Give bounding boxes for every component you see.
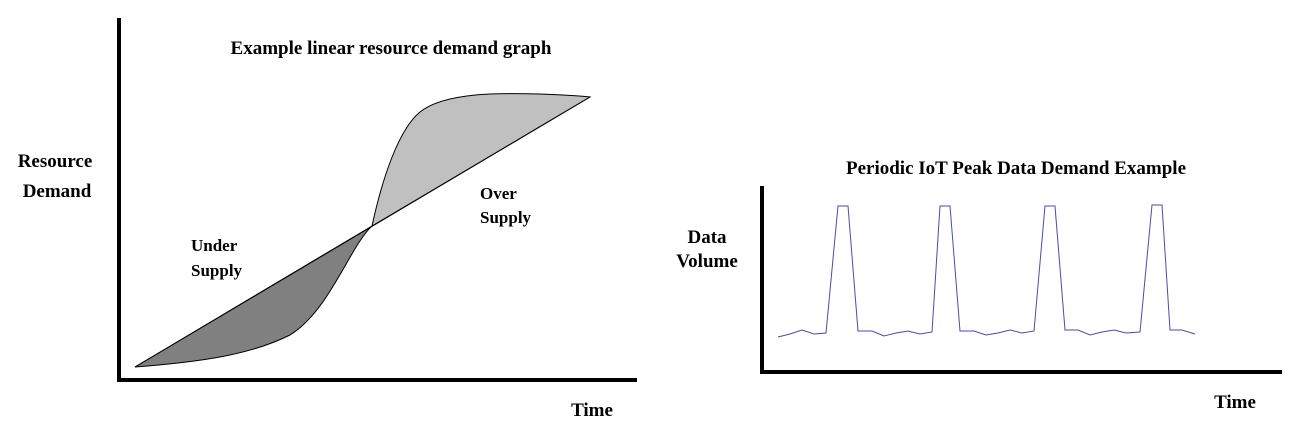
iot-data-line — [777, 204, 1196, 338]
left-y-axis — [117, 18, 121, 382]
under-supply-label-line1: Under — [191, 236, 238, 255]
left-y-label-line1: Resource — [18, 151, 93, 172]
right-y-label-line2: Volume — [676, 251, 738, 272]
left-chart: Example linear resource demand graph Res… — [18, 18, 637, 421]
right-y-axis — [760, 186, 764, 374]
right-chart-title: Periodic IoT Peak Data Demand Example — [846, 158, 1186, 179]
left-y-label-line2: Demand — [23, 181, 92, 202]
over-supply-area — [371, 93, 592, 228]
right-y-label-line1: Data — [687, 227, 727, 248]
right-x-label: Time — [1214, 392, 1256, 413]
left-chart-title: Example linear resource demand graph — [231, 38, 552, 59]
left-x-label: Time — [571, 400, 613, 421]
over-supply-label-line1: Over — [480, 184, 517, 203]
right-x-axis — [760, 370, 1282, 374]
left-x-axis — [117, 378, 637, 382]
under-supply-label-line2: Supply — [191, 261, 243, 280]
right-chart: Periodic IoT Peak Data Demand Example Da… — [676, 158, 1282, 413]
linear-supply-line — [134, 96, 591, 368]
over-supply-label-line2: Supply — [480, 208, 532, 227]
